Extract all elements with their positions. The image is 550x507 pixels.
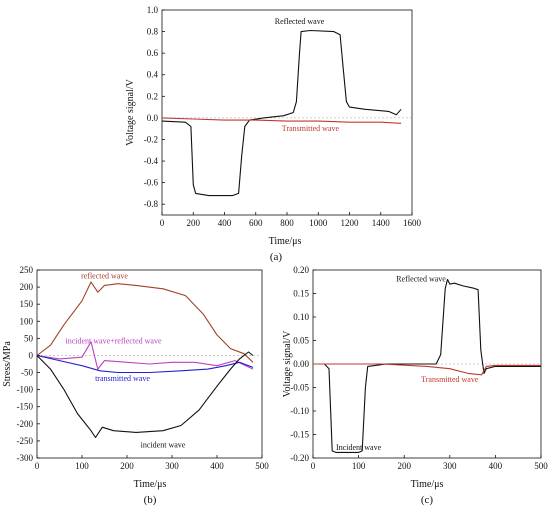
series-label-c-1: Transmitted wave <box>421 375 479 384</box>
panel-label-c: (c) <box>421 494 434 506</box>
y-tick-label-c: -0.20 <box>290 453 309 463</box>
x-tick-label-a: 1400 <box>372 218 391 228</box>
series-line-c-0 <box>313 278 541 453</box>
y-tick-label-a: -0.6 <box>144 178 159 188</box>
y-tick-label-b: -300 <box>17 453 34 463</box>
series-line-a-1 <box>161 117 402 124</box>
y-tick-label-b: 50 <box>24 333 34 343</box>
y-axis-label-b: Stress/MPa <box>2 341 13 387</box>
plot-frame-a <box>161 9 413 216</box>
x-tick-label-c: 400 <box>489 461 503 471</box>
y-tick-label-c: 0.00 <box>293 359 309 369</box>
y-tick-label-c: 0.10 <box>293 312 309 322</box>
series-label-c-0: Reflected wave <box>396 274 446 283</box>
x-tick-label-c: 100 <box>352 461 366 471</box>
panel-label-b: (b) <box>144 494 157 506</box>
y-tick-label-a: -0.2 <box>144 134 158 144</box>
x-tick-label-c: 500 <box>534 461 548 471</box>
x-tick-label-b: 400 <box>210 461 224 471</box>
y-tick-label-a: 0.0 <box>147 113 159 123</box>
x-tick-label-c: 300 <box>443 461 457 471</box>
x-tick-label-b: 100 <box>75 461 89 471</box>
y-tick-label-b: -250 <box>17 436 34 446</box>
x-tick-label-b: 0 <box>35 461 40 471</box>
series-label-b-3: incident wave <box>141 441 186 450</box>
y-tick-label-c: -0.05 <box>290 383 309 393</box>
y-tick-label-b: -150 <box>17 402 34 412</box>
y-tick-label-b: -50 <box>21 368 33 378</box>
y-tick-label-a: -0.4 <box>144 156 159 166</box>
y-tick-label-c: -0.10 <box>290 406 309 416</box>
panel-label-a: (a) <box>270 251 283 263</box>
x-tick-label-b: 200 <box>120 461 134 471</box>
y-tick-label-b: 100 <box>20 316 34 326</box>
y-tick-label-c: -0.15 <box>290 430 309 440</box>
x-tick-label-a: 1200 <box>341 218 360 228</box>
y-tick-label-a: 0.4 <box>147 70 159 80</box>
y-tick-label-b: 250 <box>20 265 34 275</box>
series-line-b-0 <box>36 281 254 363</box>
x-tick-label-a: 1000 <box>309 218 328 228</box>
series-line-b-1 <box>36 341 254 370</box>
x-tick-label-a: 400 <box>218 218 232 228</box>
y-axis-label-a: Voltage signal/V <box>125 78 136 146</box>
y-tick-label-a: 0.6 <box>147 48 159 58</box>
y-tick-label-c: 0.15 <box>293 289 309 299</box>
y-tick-label-b: 0 <box>29 350 34 360</box>
x-tick-label-a: 1600 <box>403 218 422 228</box>
x-tick-label-b: 300 <box>165 461 179 471</box>
y-tick-label-a: 0.2 <box>147 91 158 101</box>
series-label-a-0: Reflected wave <box>275 17 325 26</box>
series-label-b-0: reflected wave <box>81 272 128 281</box>
series-line-a-0 <box>161 29 402 197</box>
y-tick-label-a: 0.8 <box>147 27 159 37</box>
x-tick-label-a: 200 <box>187 218 201 228</box>
y-tick-label-c: 0.20 <box>293 265 309 275</box>
series-label-c-2: Incident wave <box>336 443 382 452</box>
x-tick-label-c: 200 <box>397 461 411 471</box>
y-tick-label-b: -200 <box>17 419 34 429</box>
y-tick-label-b: 150 <box>20 299 34 309</box>
y-tick-label-a: -0.8 <box>144 199 159 209</box>
series-line-c-1 <box>313 363 541 376</box>
y-tick-label-c: 0.05 <box>293 336 309 346</box>
x-axis-label-a: Time/μs <box>269 236 302 247</box>
x-tick-label-b: 500 <box>255 461 269 471</box>
y-tick-label-a: 1.0 <box>147 5 159 15</box>
y-tick-label-b: 200 <box>20 282 34 292</box>
x-axis-label-b: Time/μs <box>134 479 167 490</box>
y-axis-label-c: Voltage signal/V <box>282 330 293 398</box>
series-label-b-1: incident wave+reflected wave <box>65 336 161 345</box>
x-tick-label-a: 800 <box>280 218 294 228</box>
series-line-b-3 <box>36 351 254 439</box>
series-label-b-2: transmitted wave <box>95 374 150 383</box>
x-tick-label-a: 600 <box>249 218 263 228</box>
x-tick-label-c: 0 <box>311 461 316 471</box>
x-axis-label-c: Time/μs <box>411 479 444 490</box>
plot-frame-b <box>36 269 263 459</box>
x-tick-label-a: 0 <box>160 218 165 228</box>
series-line-b-2 <box>36 354 254 374</box>
series-label-a-1: Transmitted wave <box>282 124 340 133</box>
y-tick-label-b: -100 <box>17 385 34 395</box>
